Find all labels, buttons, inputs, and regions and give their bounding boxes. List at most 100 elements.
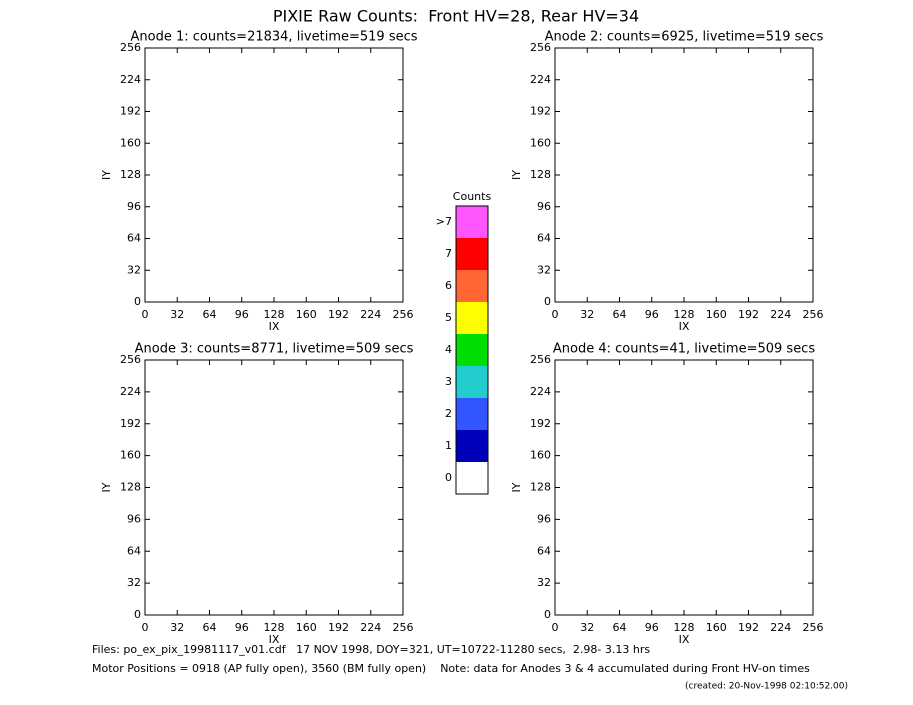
x-tick-label: 224 <box>360 621 381 634</box>
x-tick-label: 192 <box>328 621 349 634</box>
y-tick-label: 32 <box>127 576 141 589</box>
y-tick-label: 128 <box>530 168 551 181</box>
y-tick-label: 256 <box>120 353 141 366</box>
colorbar-swatch <box>456 206 488 238</box>
colorbar-swatch <box>456 302 488 334</box>
x-tick-label: 160 <box>296 308 317 321</box>
x-tick-label: 32 <box>170 308 184 321</box>
x-tick-label: 160 <box>706 621 727 634</box>
y-tick-label: 192 <box>120 417 141 430</box>
colorbar-title: Counts <box>453 190 492 203</box>
x-tick-label: 192 <box>738 621 759 634</box>
colorbar-label: 5 <box>445 311 452 324</box>
x-axis-label: IX <box>269 320 280 333</box>
colorbar-swatch <box>456 398 488 430</box>
x-tick-label: 128 <box>264 621 285 634</box>
x-tick-label: 96 <box>235 308 249 321</box>
colorbar-swatch <box>456 270 488 302</box>
y-tick-label: 224 <box>530 73 551 86</box>
x-tick-label: 128 <box>674 308 695 321</box>
x-tick-label: 256 <box>803 308 824 321</box>
y-tick-label: 128 <box>530 481 551 494</box>
y-tick-label: 128 <box>120 481 141 494</box>
colorbar-label: 4 <box>445 343 452 356</box>
y-tick-label: 128 <box>120 168 141 181</box>
x-axis-label: IX <box>679 320 690 333</box>
y-tick-label: 96 <box>127 512 141 525</box>
y-tick-label: 0 <box>544 608 551 621</box>
x-axis-label: IX <box>269 633 280 646</box>
x-tick-label: 64 <box>203 621 217 634</box>
colorbar-label: 7 <box>445 247 452 260</box>
x-tick-label: 64 <box>613 621 627 634</box>
colorbar-label: 6 <box>445 279 452 292</box>
x-axis-label: IX <box>679 633 690 646</box>
x-tick-label: 224 <box>360 308 381 321</box>
panel-title: Anode 1: counts=21834, livetime=519 secs <box>130 30 417 45</box>
y-axis-label: IY <box>100 482 113 492</box>
y-tick-label: 192 <box>120 105 141 118</box>
footer-motor: Motor Positions = 0918 (AP fully open), … <box>92 662 810 675</box>
footer-files: Files: po_ex_pix_19981117_v01.cdf 17 NOV… <box>92 643 650 656</box>
x-tick-label: 32 <box>580 308 594 321</box>
y-tick-label: 160 <box>530 136 551 149</box>
y-axis-label: IY <box>510 482 523 492</box>
x-tick-label: 256 <box>393 621 414 634</box>
y-tick-label: 0 <box>134 295 141 308</box>
x-tick-label: 160 <box>296 621 317 634</box>
y-tick-label: 256 <box>530 353 551 366</box>
x-tick-label: 192 <box>738 308 759 321</box>
y-tick-label: 160 <box>530 449 551 462</box>
colorbar-swatch <box>456 238 488 270</box>
figure-title: PIXIE Raw Counts: Front HV=28, Rear HV=3… <box>273 7 639 26</box>
y-tick-label: 160 <box>120 136 141 149</box>
footer-created: (created: 20-Nov-1998 02:10:52.00) <box>685 682 848 692</box>
x-tick-label: 32 <box>580 621 594 634</box>
x-tick-label: 256 <box>393 308 414 321</box>
x-tick-label: 0 <box>142 621 149 634</box>
y-tick-label: 96 <box>537 200 551 213</box>
panel-title: Anode 3: counts=8771, livetime=509 secs <box>135 342 414 357</box>
y-tick-label: 192 <box>530 417 551 430</box>
colorbar-label: 0 <box>445 471 452 484</box>
colorbar-label: >7 <box>436 215 452 228</box>
y-tick-label: 64 <box>127 544 141 557</box>
x-tick-label: 32 <box>170 621 184 634</box>
colorbar-swatch <box>456 366 488 398</box>
y-tick-label: 224 <box>530 385 551 398</box>
x-tick-label: 0 <box>142 308 149 321</box>
x-tick-label: 128 <box>264 308 285 321</box>
y-tick-label: 96 <box>537 512 551 525</box>
colorbar-label: 1 <box>445 439 452 452</box>
y-tick-label: 32 <box>537 576 551 589</box>
y-tick-label: 32 <box>537 263 551 276</box>
x-tick-label: 0 <box>552 308 559 321</box>
x-tick-label: 128 <box>674 621 695 634</box>
panel-title: Anode 4: counts=41, livetime=509 secs <box>553 342 815 357</box>
x-tick-label: 64 <box>613 308 627 321</box>
x-tick-label: 0 <box>552 621 559 634</box>
y-tick-label: 224 <box>120 73 141 86</box>
y-tick-label: 64 <box>537 232 551 245</box>
colorbar-swatch <box>456 430 488 462</box>
colorbar-frame <box>455 205 489 495</box>
y-tick-label: 32 <box>127 263 141 276</box>
y-tick-label: 192 <box>530 105 551 118</box>
y-tick-label: 160 <box>120 449 141 462</box>
colorbar-swatch <box>456 462 488 494</box>
x-tick-label: 256 <box>803 621 824 634</box>
y-tick-label: 64 <box>127 232 141 245</box>
x-tick-label: 96 <box>235 621 249 634</box>
y-tick-label: 96 <box>127 200 141 213</box>
y-tick-label: 224 <box>120 385 141 398</box>
x-tick-label: 224 <box>770 621 791 634</box>
colorbar-swatch <box>456 334 488 366</box>
x-tick-label: 96 <box>645 621 659 634</box>
y-axis-label: IY <box>100 170 113 180</box>
x-tick-label: 64 <box>203 308 217 321</box>
y-tick-label: 0 <box>134 608 141 621</box>
x-tick-label: 224 <box>770 308 791 321</box>
y-tick-label: 64 <box>537 544 551 557</box>
colorbar-label: 2 <box>445 407 452 420</box>
